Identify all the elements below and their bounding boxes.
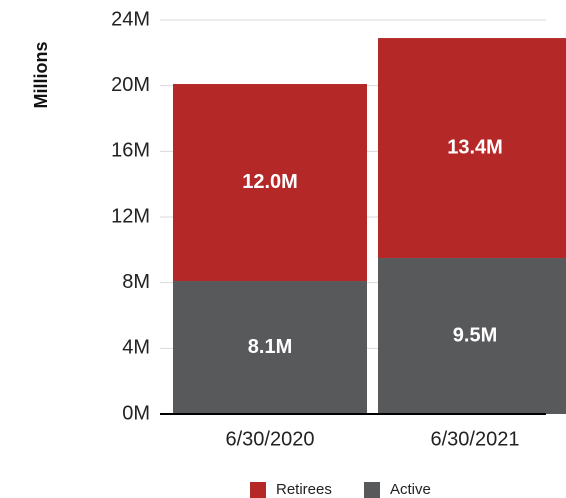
x-tick-label: 6/30/2020 <box>226 428 315 450</box>
bar-retirees-0 <box>173 84 367 282</box>
y-tick-label: 0M <box>122 402 150 424</box>
data-label: 13.4M <box>447 136 503 158</box>
x-tick-label: 6/30/2021 <box>431 428 520 450</box>
y-tick-label: 24M <box>111 8 150 30</box>
data-label: 8.1M <box>248 336 292 358</box>
y-tick-label: 8M <box>122 271 150 293</box>
y-axis-title: Millions <box>31 42 51 109</box>
bar-retirees-1 <box>378 38 566 259</box>
bar-active-0 <box>173 281 367 414</box>
legend-label-active: Active <box>390 481 431 498</box>
y-tick-label: 20M <box>111 74 150 96</box>
legend-label-retirees: Retirees <box>276 481 332 498</box>
axes: 0M 4M 8M 12M 16M 20M 24M 6/30/2020 6/30/2021 <box>111 8 546 450</box>
bar-active-1 <box>378 258 566 414</box>
data-label: 9.5M <box>453 324 497 346</box>
legend: Retirees Active <box>250 481 431 498</box>
data-label: 12.0M <box>242 171 298 193</box>
y-tick-label: 16M <box>111 140 150 162</box>
legend-swatch-active <box>364 482 380 498</box>
legend-swatch-retirees <box>250 482 266 498</box>
y-tick-label: 12M <box>111 205 150 227</box>
data-labels: 8.1M 12.0M 9.5M 13.4M <box>242 136 503 357</box>
y-tick-label: 4M <box>122 337 150 359</box>
bars <box>173 38 566 414</box>
